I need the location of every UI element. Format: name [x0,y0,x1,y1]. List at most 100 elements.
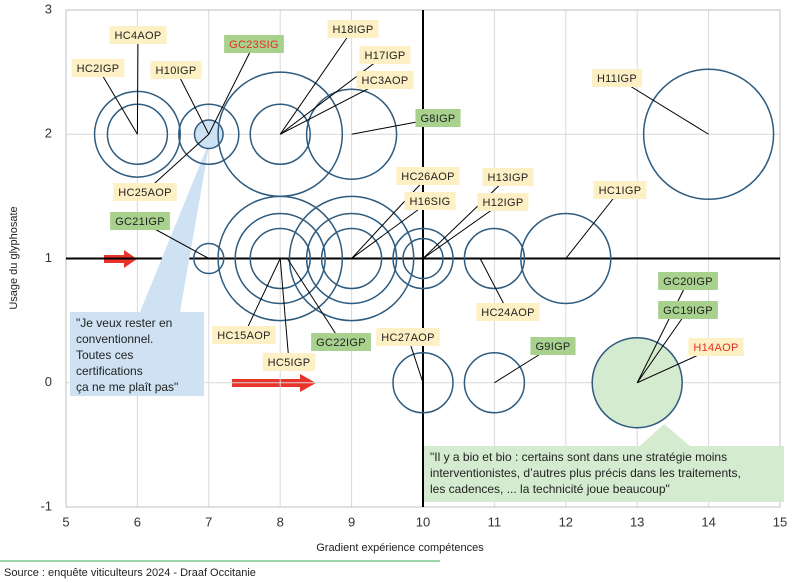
bubble [520,212,612,305]
bubble-label: H17IGP [359,46,411,64]
label-text: H13IGP [488,172,529,184]
callout-text: certifications [76,364,143,378]
label-box [404,192,456,210]
label-text: GC22IGP [316,337,366,349]
label-box [359,46,411,64]
bubble-label: GC22IGP [311,333,371,351]
leader-line [565,189,621,259]
callout-text: "Je veux rester en [76,316,172,330]
bubble-label: H16SIG [404,192,456,210]
callout-box [70,312,204,396]
label-text: HC4AOP [114,30,161,42]
label-box [530,337,576,355]
y-tick-label: 0 [45,374,52,389]
leader-line [422,176,509,259]
bubble [178,103,240,165]
bubble [217,195,344,322]
x-tick-label: 14 [701,514,715,529]
y-tick-label: -1 [40,498,52,513]
label-box [109,26,167,44]
label-box [110,212,170,230]
leader-line [279,258,290,363]
x-tick-label: 10 [416,514,430,529]
label-text: H18IGP [333,24,374,36]
bubble-label: H14AOP [688,338,744,356]
bubble-label: HC1IGP [593,181,647,199]
label-box [376,328,440,346]
bubble [305,212,398,305]
label-text: HC24AOP [481,307,534,319]
label-text: H14AOP [693,342,738,354]
leader-line [279,79,386,135]
label-box [224,35,284,53]
label-box [482,168,534,186]
bubble-label: HC15AOP [212,326,276,344]
label-text: GC23SIG [229,39,279,51]
bubble [463,227,526,290]
label-text: HC15AOP [217,330,270,342]
label-text: H11IGP [597,73,637,85]
label-box [658,301,718,319]
bubble [320,227,383,290]
bubble [463,352,526,414]
leader-line [286,258,342,343]
bubble-label: HC4AOP [109,26,167,44]
label-box [113,183,177,201]
bubble-label: HC3AOP [356,71,414,89]
x-tick-label: 8 [277,514,284,529]
bubble [249,227,311,290]
x-tick-label: 13 [630,514,644,529]
bubble-label: H10IGP [150,61,202,79]
label-text: HC26AOP [401,171,454,183]
label-box [593,181,647,199]
label-box [71,59,125,77]
y-tick-label: 1 [45,250,52,265]
label-box [396,167,460,185]
leader-line [243,258,281,336]
label-text: HC5IGP [268,357,311,369]
x-tick-label: 7 [205,514,212,529]
bubble [402,237,444,280]
label-box [415,109,461,127]
bubble-label: GC21IGP [110,212,170,230]
callout-text: "Il y a bio et bio : certains sont dans … [430,450,727,464]
bubble [642,68,775,200]
callout-box [424,446,784,502]
bubble-label: H18IGP [327,20,379,38]
source: Source : enquête viticulteurs 2024 - Dra… [4,567,256,579]
bubble [288,195,415,322]
y-tick-label: 3 [45,1,52,16]
bubble [234,212,326,305]
label-box [150,61,202,79]
bubble-label: G8IGP [415,109,461,127]
bubble-label: HC25AOP [113,183,177,201]
leader-line [422,201,504,259]
label-text: H17IGP [365,50,406,62]
label-box [212,326,276,344]
label-text: G9IGP [535,341,570,353]
bubble-label: GC20IGP [658,272,718,290]
label-text: HC3AOP [361,75,408,87]
leader-line [208,43,255,135]
leader-line [97,67,138,135]
bubble-label: HC26AOP [396,167,460,185]
y-axis-label: Usage du glyphosate [8,206,20,309]
label-box [356,71,414,89]
x-axis-label: Gradient expérience compétences [316,542,484,554]
leader-line [279,54,386,135]
callout-text: conventionnel. [76,332,153,346]
label-box [262,353,316,371]
label-text: H10IGP [156,65,197,77]
callout-pointer [140,140,210,312]
label-text: HC27AOP [381,332,434,344]
label-text: GC21IGP [115,216,165,228]
leader-line [144,133,210,193]
label-box [311,333,371,351]
leader-line [616,77,709,135]
bubble-label: HC24AOP [476,303,540,321]
label-box [688,338,744,356]
bubble-label: GC23SIG [224,35,284,53]
label-text: HC1IGP [599,185,642,197]
bubble-label: GC19IGP [658,301,718,319]
x-tick-label: 5 [62,514,69,529]
